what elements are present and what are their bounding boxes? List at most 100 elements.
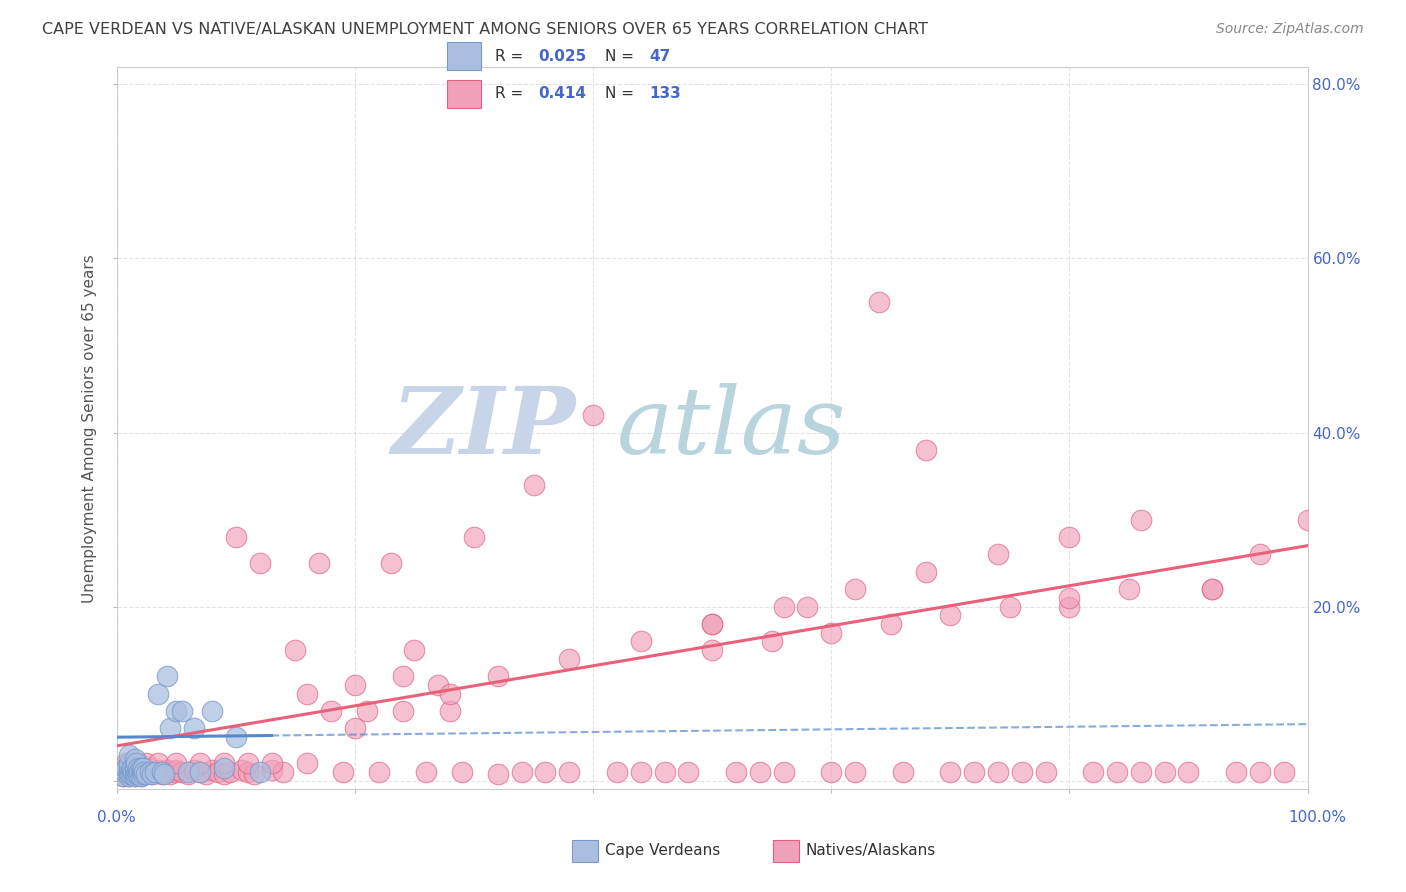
Point — [163, 764, 186, 779]
Point — [172, 764, 194, 779]
Text: R =: R = — [495, 49, 529, 63]
Point — [125, 764, 148, 779]
Point — [188, 764, 211, 779]
Point — [1059, 530, 1081, 544]
Point — [127, 761, 149, 775]
Point — [231, 764, 253, 778]
Point — [868, 294, 890, 309]
Point — [273, 764, 295, 779]
Text: Natives/Alaskans: Natives/Alaskans — [806, 844, 936, 858]
Point — [132, 764, 155, 779]
Point — [820, 764, 842, 779]
Point — [153, 764, 176, 779]
Point — [127, 756, 149, 771]
Point — [915, 565, 938, 579]
Text: 47: 47 — [650, 49, 671, 63]
Point — [120, 764, 142, 778]
Point — [212, 761, 235, 775]
Point — [427, 678, 450, 692]
Text: 0.025: 0.025 — [538, 49, 586, 63]
Point — [125, 756, 148, 771]
Point — [748, 764, 770, 779]
Point — [131, 764, 153, 779]
Point — [165, 704, 187, 718]
Point — [1118, 582, 1140, 597]
Point — [165, 756, 187, 771]
Point — [939, 764, 962, 779]
Point — [772, 599, 794, 614]
Point — [125, 764, 148, 779]
Point — [177, 766, 200, 780]
Point — [463, 530, 485, 544]
Text: N =: N = — [605, 87, 638, 102]
Point — [159, 766, 181, 780]
Point — [1153, 764, 1175, 779]
Point — [1035, 764, 1057, 779]
Point — [998, 599, 1021, 614]
Point — [1177, 764, 1199, 779]
Point — [121, 766, 143, 780]
Point — [1249, 548, 1271, 562]
Point — [939, 608, 962, 623]
Point — [150, 764, 173, 779]
Point — [128, 764, 150, 779]
Point — [138, 761, 160, 775]
Text: ZIP: ZIP — [391, 384, 575, 473]
Point — [606, 764, 628, 779]
Bar — [447, 42, 481, 70]
Point — [139, 764, 162, 779]
Point — [115, 766, 138, 780]
Point — [111, 769, 134, 783]
Text: 133: 133 — [650, 87, 682, 102]
Point — [332, 764, 354, 779]
Point — [141, 766, 163, 780]
Point — [132, 761, 155, 775]
Point — [486, 766, 509, 780]
Point — [212, 766, 235, 780]
Point — [124, 761, 146, 775]
Point — [356, 704, 378, 718]
Point — [630, 764, 652, 779]
Point — [122, 764, 145, 779]
Point — [486, 669, 509, 683]
Point — [1105, 764, 1128, 779]
Point — [121, 764, 143, 778]
Point — [1225, 764, 1247, 779]
Point — [177, 764, 200, 779]
Point — [111, 769, 134, 783]
Point — [112, 764, 135, 779]
Point — [120, 756, 142, 771]
Point — [308, 556, 330, 570]
Point — [188, 756, 211, 771]
Point — [212, 756, 235, 771]
Point — [148, 756, 170, 771]
Text: Cape Verdeans: Cape Verdeans — [605, 844, 720, 858]
Point — [127, 766, 149, 780]
Point — [156, 764, 179, 778]
Point — [534, 764, 557, 779]
Point — [124, 761, 146, 775]
Point — [987, 548, 1010, 562]
Point — [117, 756, 139, 771]
Point — [1201, 582, 1223, 597]
Point — [120, 766, 142, 780]
Point — [844, 582, 866, 597]
Text: CAPE VERDEAN VS NATIVE/ALASKAN UNEMPLOYMENT AMONG SENIORS OVER 65 YEARS CORRELAT: CAPE VERDEAN VS NATIVE/ALASKAN UNEMPLOYM… — [42, 22, 928, 37]
Point — [630, 634, 652, 648]
Point — [1011, 764, 1033, 779]
Point — [1296, 512, 1319, 526]
Point — [129, 769, 152, 783]
Point — [391, 704, 413, 718]
Point — [319, 704, 342, 718]
Text: atlas: atlas — [617, 384, 846, 473]
Point — [702, 643, 724, 657]
Point — [987, 764, 1010, 779]
Text: N =: N = — [605, 49, 638, 63]
Point — [117, 747, 139, 762]
Point — [1272, 764, 1295, 779]
Point — [558, 652, 581, 666]
Point — [118, 766, 141, 780]
Point — [131, 764, 153, 779]
Point — [260, 756, 283, 771]
Point — [124, 769, 146, 783]
